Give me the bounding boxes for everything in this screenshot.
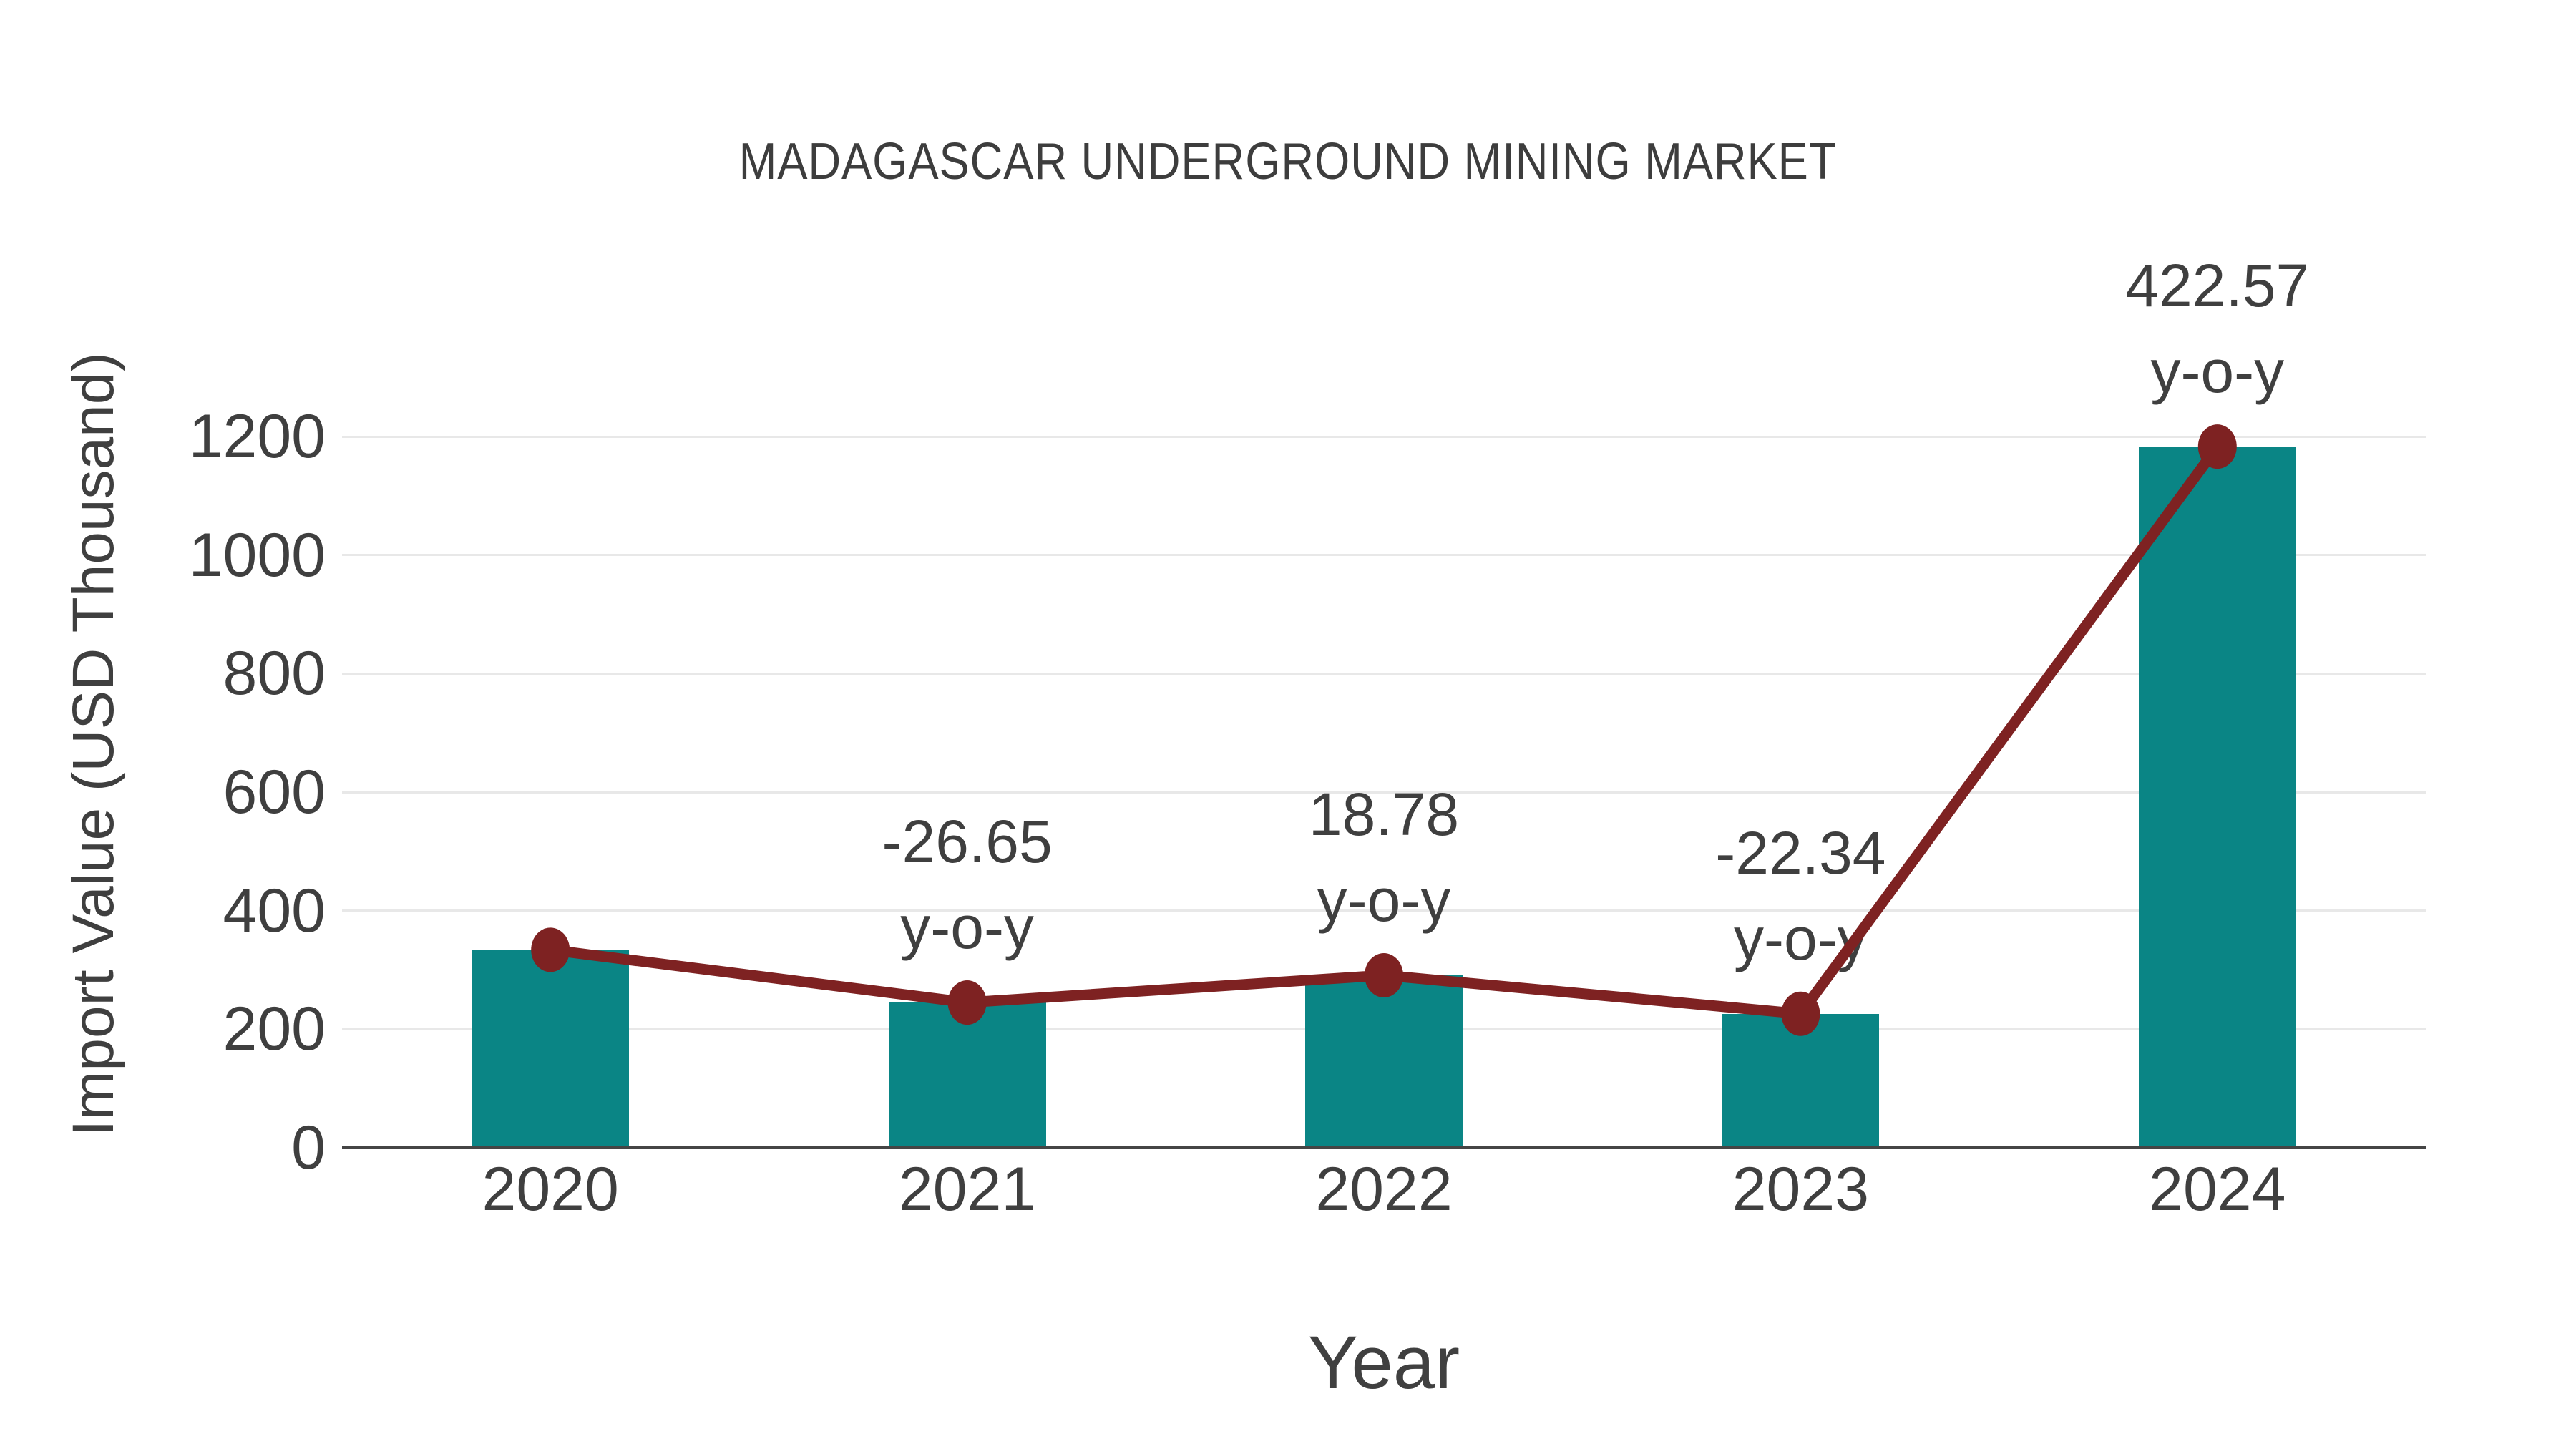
- yoy-value-2023: -22.34: [1715, 819, 1886, 887]
- y-tick-label-600: 600: [223, 758, 326, 826]
- y-tick-label-1000: 1000: [188, 520, 326, 590]
- yoy-value-2021: -26.65: [882, 808, 1053, 876]
- yoy-value-2022: 18.78: [1308, 780, 1460, 848]
- plot-area: -26.65 y-o-y 18.78 y-o-y -22.34 y-o-y 422.57 y-…: [342, 252, 2426, 1149]
- yoy-annotation-2024: 422.57 y-o-y: [2125, 243, 2309, 414]
- line-marker-2020: [531, 927, 570, 972]
- yoy-suffix-2021: y-o-y: [900, 894, 1034, 962]
- chart-title: MADAGASCAR UNDERGROUND MINING MARKET: [738, 133, 1838, 190]
- y-tick-label-1200: 1200: [188, 402, 326, 471]
- grid-line-600: [342, 791, 2426, 794]
- line-marker-2024: [2197, 424, 2237, 469]
- grid-line-400: [342, 909, 2426, 912]
- line-marker-2022: [1365, 952, 1403, 997]
- y-tick-label-800: 800: [223, 639, 326, 708]
- yoy-annotation-2021: -26.65 y-o-y: [882, 799, 1053, 970]
- grid-line-1200: [342, 435, 2426, 438]
- yoy-line-path: [550, 443, 2222, 1020]
- x-tick-label-2022: 2022: [1315, 1155, 1453, 1224]
- yoy-annotation-2022: 18.78 y-o-y: [1309, 771, 1459, 943]
- yoy-value-2024: 422.57: [2125, 252, 2310, 320]
- y-tick-label-400: 400: [223, 876, 326, 945]
- line-series: [531, 424, 2237, 1036]
- x-tick-label-2021: 2021: [898, 1155, 1036, 1224]
- x-tick-label-2024: 2024: [2149, 1155, 2286, 1224]
- x-axis-line: [342, 1146, 2426, 1149]
- y-tick-label-0: 0: [291, 1113, 326, 1182]
- line-marker-2023: [1781, 991, 1820, 1036]
- x-tick-label-2023: 2023: [1732, 1155, 1870, 1224]
- x-tick-label-2020: 2020: [482, 1155, 619, 1224]
- yoy-suffix-2022: y-o-y: [1317, 866, 1451, 934]
- bar-2020: [472, 950, 630, 1148]
- y-tick-label-200: 200: [223, 995, 326, 1064]
- bar-2024: [2138, 447, 2296, 1148]
- grid-line-1000: [342, 554, 2426, 557]
- yoy-suffix-2024: y-o-y: [2150, 338, 2285, 406]
- grid-line-800: [342, 672, 2426, 675]
- line-marker-2021: [947, 980, 987, 1025]
- bar-2022: [1305, 975, 1463, 1148]
- bar-2023: [1722, 1013, 1880, 1148]
- bar-2021: [888, 1002, 1046, 1148]
- x-axis-title: Year: [1307, 1321, 1460, 1405]
